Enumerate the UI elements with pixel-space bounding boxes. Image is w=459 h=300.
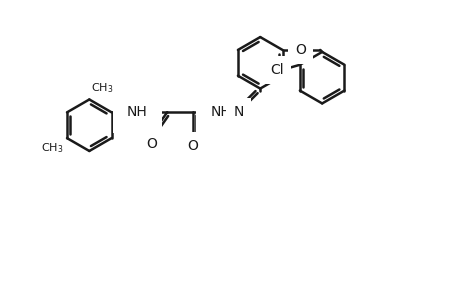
Text: O: O (187, 139, 198, 153)
Text: CH$_3$: CH$_3$ (91, 81, 113, 94)
Text: Cl: Cl (270, 63, 283, 77)
Text: O: O (294, 43, 305, 57)
Text: NH: NH (210, 105, 230, 119)
Text: NH: NH (127, 105, 147, 119)
Text: CH$_3$: CH$_3$ (40, 141, 63, 155)
Text: O: O (146, 137, 157, 151)
Text: N: N (233, 105, 243, 119)
